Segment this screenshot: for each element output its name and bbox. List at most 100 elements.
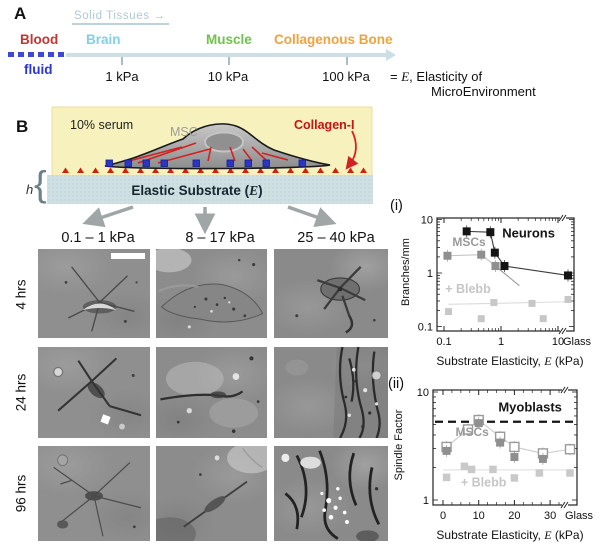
elasticity-definition-line1: = E, Elasticity of: [390, 69, 482, 85]
fluid-label: fluid: [24, 62, 53, 77]
micrograph-24hrs-stiff: [274, 347, 388, 438]
annotation--blebb: + Blebb: [461, 476, 507, 490]
elasticity-axis-line: [66, 53, 386, 57]
panel-b-label: B: [16, 117, 29, 136]
annotation-myoblasts: Myoblasts: [498, 399, 562, 414]
plot-frame: [432, 389, 578, 506]
micrograph-96hrs-intermediate: [156, 446, 267, 541]
plot-ii-label: (ii): [388, 376, 405, 392]
data-point: [539, 315, 547, 323]
h-brace: {: [34, 163, 47, 204]
data-point: [462, 424, 474, 435]
column-header-soft: 0.1 – 1 kPa: [61, 230, 135, 246]
tissue-brain: Brain: [86, 32, 121, 47]
substrate-label: Elastic Substrate (E): [131, 183, 262, 198]
collagen-pointer-arrow: [345, 130, 359, 170]
annotation-neurons: Neurons: [502, 226, 555, 241]
data-point: [564, 271, 572, 280]
row-label-4hrs: 4 hrs: [13, 279, 29, 310]
fluid-dashed-line: [8, 52, 66, 57]
cell-nucleus: [204, 131, 244, 153]
collagen-label: Collagen-I: [294, 118, 354, 132]
plot-i-xlabel: Substrate Elasticity, E (kPa): [436, 354, 584, 368]
plot-spindle: (ii) Spindle Factor 0 10 20 30 Glass 1 10 Myobl…: [386, 376, 600, 553]
data-point: [509, 441, 520, 453]
collagen-triangles: [62, 167, 367, 173]
annotation-mscs: MSCs: [455, 425, 489, 439]
data-point: [474, 419, 483, 428]
msc-label: MSC: [170, 125, 198, 139]
x-tick-label: 10: [552, 336, 564, 348]
data-point: [460, 462, 469, 471]
x-tick-label: 20: [508, 510, 520, 522]
y-tick-label: 10: [417, 387, 429, 399]
column-header-intermediate: 8 – 17 kPa: [185, 230, 255, 246]
data-point: [528, 299, 536, 307]
eq-e-symbol: E: [401, 69, 410, 84]
substrate-to-image-arrows: [82, 205, 337, 235]
x-tick-label: 30: [544, 510, 556, 522]
micrograph-24hrs-soft: [38, 347, 150, 438]
data-point: [510, 474, 519, 482]
row-label-24hrs: 24 hrs: [13, 373, 29, 412]
data-point: [490, 248, 499, 257]
data-point: [490, 299, 498, 307]
x-tick-label: 0.1: [436, 336, 451, 348]
data-point: [538, 454, 547, 463]
data-point: [496, 438, 505, 447]
elasticity-axis-arrowhead-icon: [386, 49, 396, 61]
tissue-muscle: Muscle: [206, 32, 252, 47]
row-label-96hrs: 96 hrs: [13, 474, 29, 513]
solid-tissues-arrow-icon: →: [153, 10, 166, 22]
y-tick-label: 1: [423, 495, 429, 507]
glass-tick-label: Glass: [563, 336, 592, 348]
substrate-texture: [47, 175, 373, 204]
data-point: [462, 227, 471, 236]
plot-ii-xlabel: Substrate Elasticity, E (kPa): [436, 528, 584, 542]
micrograph-96hrs-soft: [38, 446, 150, 541]
data-point: [566, 469, 574, 477]
tissue-blood: Blood: [20, 32, 59, 47]
axis-tick-10kpa: [228, 57, 230, 65]
y-tick-label: 10: [421, 215, 433, 227]
solid-tissues-text: Solid Tissues: [74, 10, 150, 22]
data-point: [445, 308, 453, 316]
annotation--blebb: + Blebb: [445, 282, 491, 296]
tick-label-1kpa: 1 kPa: [105, 69, 139, 84]
x-tick-label: 1: [498, 336, 504, 348]
data-point: [500, 262, 509, 271]
series-line: [448, 301, 569, 305]
eq-prefix: =: [390, 69, 402, 84]
micrograph-96hrs-stiff: [274, 446, 388, 541]
micrograph-4hrs-stiff: [274, 249, 388, 338]
data-point: [442, 473, 451, 482]
data-point: [477, 315, 485, 323]
micrograph-4hrs-soft: [38, 249, 150, 338]
solid-tissues-label: Solid Tissues →: [72, 10, 170, 25]
glass-tick-label: Glass: [565, 510, 594, 522]
data-point: [486, 228, 495, 237]
x-tick-label: 10: [473, 510, 485, 522]
focal-adhesions: [105, 159, 306, 167]
data-point: [443, 251, 452, 260]
data-point: [535, 469, 544, 477]
plot-ii-canvas: 0 10 20 30 Glass 1 10 Myoblasts MSCs + Blebb: [417, 386, 594, 522]
elasticity-definition-line2: MicroEnvironment: [431, 84, 536, 99]
annotation-mscs: MSCs: [452, 235, 486, 249]
x-tick-label: 0: [440, 510, 446, 522]
tick-label-10kpa: 10 kPa: [207, 69, 249, 84]
y-tick-label: 0.1: [418, 322, 433, 334]
y-tick-label: 1: [427, 268, 433, 280]
data-point: [489, 465, 497, 474]
panel-a-label: A: [14, 4, 27, 23]
data-point: [491, 262, 500, 271]
eq-rest: , Elasticity of: [409, 69, 483, 84]
plot-i-label: (i): [390, 198, 403, 214]
serum-label: 10% serum: [70, 118, 133, 132]
micrograph-4hrs-intermediate: [156, 249, 267, 338]
micrograph-24hrs-intermediate: [156, 347, 267, 438]
plot-branches: (i) Branches/mm 0.1 1 10 Glass 0.1 1 10 Neurons…: [386, 198, 600, 376]
thickness-h-label: h: [26, 182, 33, 197]
